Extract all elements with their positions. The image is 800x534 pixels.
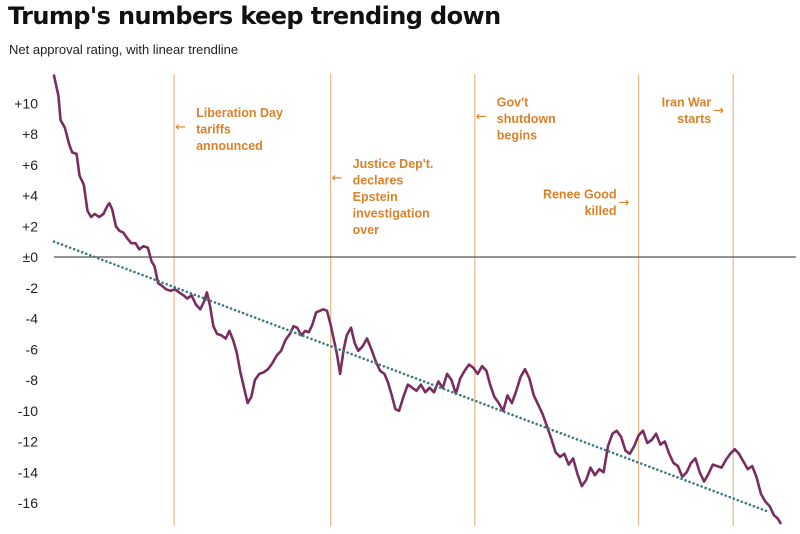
y-tick-label: +10 [14, 95, 38, 111]
y-tick-label: -14 [18, 464, 38, 480]
trendline [52, 240, 771, 514]
event-label-line: declares [353, 173, 404, 187]
event-label-line: killed [585, 204, 617, 218]
approval-series-line [52, 74, 782, 525]
event-annotation-3: ← Gov't shutdown begins [476, 95, 556, 142]
event-label-line: over [353, 223, 380, 237]
event-label-line: Epstein [353, 190, 398, 204]
event-label-line: tariffs [196, 123, 231, 137]
y-tick-label: -8 [26, 372, 39, 388]
y-tick-label: -10 [18, 403, 38, 419]
y-tick-label: +4 [22, 188, 38, 204]
chart-subtitle: Net approval rating, with linear trendli… [9, 42, 239, 57]
event-label-line: announced [196, 139, 263, 153]
left-arrow-icon: ← [175, 120, 186, 135]
y-tick-label: -2 [26, 280, 39, 296]
event-label-line: starts [677, 112, 711, 126]
event-label: Justice Dep't. declares Epstein investigati… [353, 157, 434, 237]
event-label-line: Liberation Day [196, 106, 283, 120]
event-annotation-5: Iran War starts→ [662, 95, 725, 126]
right-arrow-icon: → [713, 103, 724, 118]
chart-title: Trump's numbers keep trending down [8, 2, 501, 30]
left-arrow-icon: ← [476, 109, 487, 124]
y-tick-label: -4 [26, 311, 39, 327]
event-label-line: Justice Dep't. [353, 157, 434, 171]
event-label-line: begins [497, 128, 537, 142]
y-tick-label: +2 [22, 218, 38, 234]
event-annotation-1: ← Liberation Day tariffs announced [175, 106, 283, 153]
y-tick-label: -6 [26, 341, 39, 357]
y-tick-label: ±0 [23, 249, 39, 265]
event-label-line: Iran War [662, 95, 712, 109]
left-arrow-icon: ← [332, 171, 343, 186]
event-label-line: investigation [353, 206, 430, 220]
event-label-line: Gov't [497, 95, 529, 109]
event-annotation-2: ← Justice Dep't. declares Epstein investigat… [332, 157, 434, 237]
right-arrow-icon: → [619, 196, 630, 211]
event-label-line: shutdown [497, 112, 556, 126]
y-tick-label: +6 [22, 157, 38, 173]
event-annotation-4: Renee Good killed→ [543, 188, 630, 219]
event-label: Iran War starts [662, 95, 712, 126]
y-tick-label: -16 [18, 495, 38, 511]
event-label: Liberation Day tariffs announced [196, 106, 283, 153]
y-tick-label: +8 [22, 126, 38, 142]
event-label: Renee Good killed [543, 188, 617, 219]
event-label: Gov't shutdown begins [497, 95, 556, 142]
event-label-line: Renee Good [543, 188, 617, 202]
y-tick-label: -12 [18, 434, 38, 450]
